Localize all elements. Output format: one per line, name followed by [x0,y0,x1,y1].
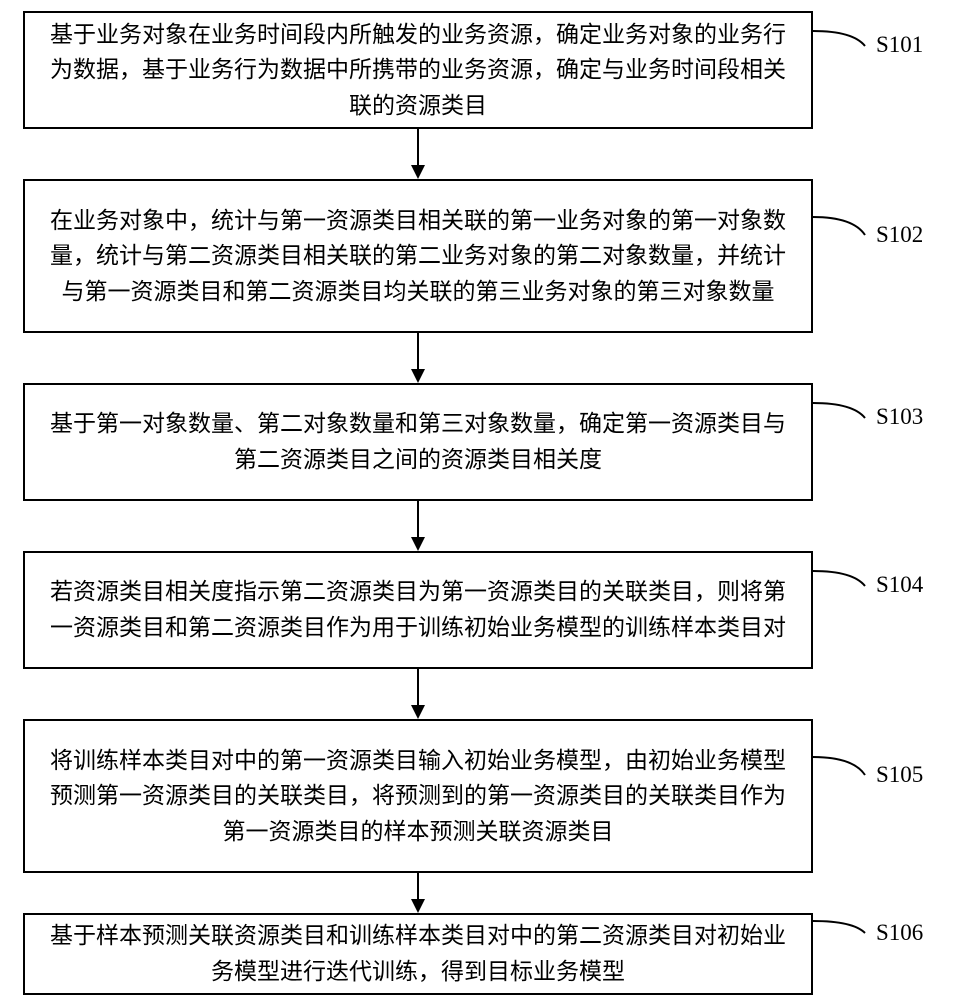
step-label-s104: S104 [876,572,923,598]
flowchart-canvas: 基于业务对象在业务时间段内所触发的业务资源，确定业务对象的业务行为数据，基于业务… [0,0,972,1000]
connector-s106 [813,913,876,995]
step-text-s106: 基于样本预测关联资源类目和训练样本类目对中的第二资源类目对初始业务模型进行迭代训… [39,918,797,989]
step-box-s101: 基于业务对象在业务时间段内所触发的业务资源，确定业务对象的业务行为数据，基于业务… [23,11,813,129]
arrow-s104-s105 [408,669,428,719]
step-label-s105: S105 [876,762,923,788]
step-label-s103: S103 [876,404,923,430]
step-label-s101: S101 [876,32,923,58]
step-label-s106: S106 [876,920,923,946]
step-text-s105: 将训练样本类目对中的第一资源类目输入初始业务模型，由初始业务模型预测第一资源类目… [39,743,797,850]
connector-s101 [813,11,876,129]
step-text-s102: 在业务对象中，统计与第一资源类目相关联的第一业务对象的第一对象数量，统计与第二资… [39,203,797,310]
step-box-s105: 将训练样本类目对中的第一资源类目输入初始业务模型，由初始业务模型预测第一资源类目… [23,719,813,873]
step-box-s106: 基于样本预测关联资源类目和训练样本类目对中的第二资源类目对初始业务模型进行迭代训… [23,913,813,995]
arrow-s101-s102 [408,129,428,179]
step-box-s103: 基于第一对象数量、第二对象数量和第三对象数量，确定第一资源类目与第二资源类目之间… [23,383,813,501]
arrow-s102-s103 [408,333,428,383]
connector-s104 [813,551,876,669]
step-box-s104: 若资源类目相关度指示第二资源类目为第一资源类目的关联类目，则将第一资源类目和第二… [23,551,813,669]
arrow-s105-s106 [408,873,428,913]
connector-s105 [813,719,876,873]
step-text-s101: 基于业务对象在业务时间段内所触发的业务资源，确定业务对象的业务行为数据，基于业务… [39,17,797,124]
arrow-s103-s104 [408,501,428,551]
step-box-s102: 在业务对象中，统计与第一资源类目相关联的第一业务对象的第一对象数量，统计与第二资… [23,179,813,333]
connector-s103 [813,383,876,501]
step-text-s103: 基于第一对象数量、第二对象数量和第三对象数量，确定第一资源类目与第二资源类目之间… [39,406,797,477]
connector-s102 [813,179,876,333]
step-text-s104: 若资源类目相关度指示第二资源类目为第一资源类目的关联类目，则将第一资源类目和第二… [39,574,797,645]
step-label-s102: S102 [876,222,923,248]
